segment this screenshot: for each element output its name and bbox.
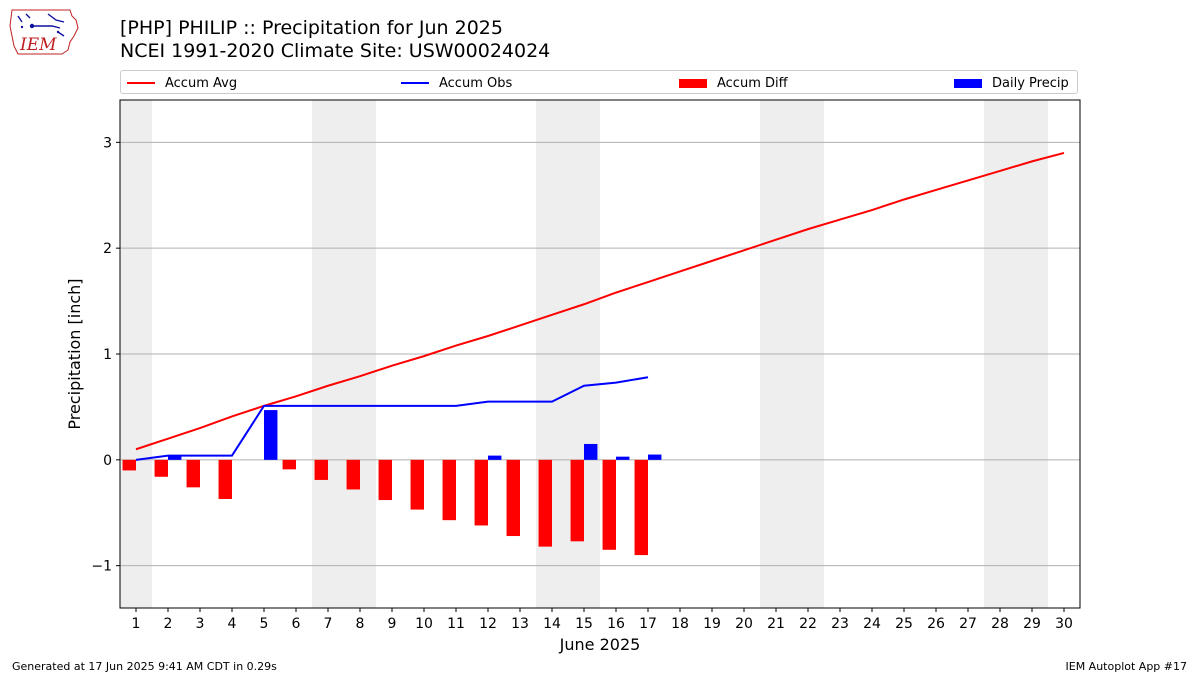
daily-precip-bar xyxy=(616,456,630,460)
x-tick-label: 23 xyxy=(831,616,849,632)
x-tick-label: 7 xyxy=(324,616,333,632)
legend-label-accum-avg: Accum Avg xyxy=(165,75,238,91)
accum-diff-bar xyxy=(538,459,552,547)
accum-diff-bar xyxy=(570,459,584,542)
chart-legend: Accum Avg Accum Obs Accum Diff Daily Pre… xyxy=(120,70,1078,94)
accum-diff-bar xyxy=(442,459,456,521)
legend-swatch-accum-obs xyxy=(401,82,429,84)
accum-diff-bar xyxy=(410,459,424,510)
y-tick-label: −1 xyxy=(91,559,112,575)
legend-item-daily-precip: Daily Precip xyxy=(954,74,1069,92)
daily-precip-bar xyxy=(648,454,662,460)
y-tick-label: 2 xyxy=(103,241,112,257)
x-tick-label: 2 xyxy=(164,616,173,632)
accum-diff-bar xyxy=(634,459,648,556)
daily-precip-bar xyxy=(488,455,502,460)
accum-diff-bar xyxy=(378,459,392,501)
legend-item-accum-obs: Accum Obs xyxy=(401,74,512,92)
x-tick-label: 22 xyxy=(799,616,817,632)
x-tick-label: 27 xyxy=(959,616,977,632)
accum-diff-bar xyxy=(346,459,360,490)
svg-text:IEM: IEM xyxy=(19,35,57,55)
bar-marks xyxy=(122,410,662,556)
accum-diff-bar xyxy=(122,459,136,471)
x-tick-label: 26 xyxy=(927,616,945,632)
accum-diff-bar xyxy=(282,459,296,470)
legend-item-accum-avg: Accum Avg xyxy=(127,74,237,92)
x-tick-label: 9 xyxy=(388,616,397,632)
grid-lines xyxy=(120,141,1080,567)
iowa-map-icon: IEM xyxy=(9,9,79,55)
daily-precip-bar xyxy=(264,410,278,460)
accum-obs-line xyxy=(135,376,649,461)
x-tick-label: 24 xyxy=(863,616,881,632)
accum-diff-bar xyxy=(154,459,168,477)
x-tick-label: 29 xyxy=(1023,616,1041,632)
x-tick-label: 15 xyxy=(575,616,593,632)
legend-swatch-accum-avg xyxy=(127,82,155,84)
accum-diff-bar xyxy=(602,459,616,550)
x-tick-label: 10 xyxy=(415,616,433,632)
legend-item-accum-diff: Accum Diff xyxy=(679,74,788,92)
accum-diff-bar xyxy=(314,459,328,480)
accum-diff-bar xyxy=(218,459,232,499)
x-tick-label: 30 xyxy=(1055,616,1073,632)
x-tick-label: 20 xyxy=(735,616,753,632)
y-tick-label: 1 xyxy=(103,347,112,363)
x-tick-label: 1 xyxy=(132,616,141,632)
x-tick-label: 19 xyxy=(703,616,721,632)
footer-generated-text: Generated at 17 Jun 2025 9:41 AM CDT in … xyxy=(12,660,277,673)
x-tick-label: 25 xyxy=(895,616,913,632)
x-tick-label: 17 xyxy=(639,616,657,632)
legend-swatch-accum-diff xyxy=(679,78,707,88)
accum-diff-bar xyxy=(186,459,200,488)
x-tick-label: 16 xyxy=(607,616,625,632)
legend-swatch-daily-precip xyxy=(954,78,982,88)
x-tick-label: 18 xyxy=(671,616,689,632)
y-axis-ticks: −1 0 1 2 3 xyxy=(91,135,120,575)
accum-diff-bar xyxy=(474,459,488,526)
iem-logo: IEM xyxy=(8,6,82,62)
x-tick-label: 11 xyxy=(447,616,465,632)
daily-precip-bar xyxy=(168,455,182,460)
legend-label-accum-diff: Accum Diff xyxy=(717,75,788,91)
x-axis-ticks: 1 2 3 4 5 6 7 8 9 10 11 12 13 14 15 16 17 18 19 20 21 22 23 24 2… xyxy=(132,608,1073,632)
x-tick-label: 14 xyxy=(543,616,561,632)
y-axis-label: Precipitation [inch] xyxy=(65,278,84,429)
x-tick-label: 13 xyxy=(511,616,529,632)
chart-subtitle: NCEI 1991-2020 Climate Site: USW00024024 xyxy=(120,40,551,62)
legend-label-accum-obs: Accum Obs xyxy=(439,75,513,91)
x-tick-label: 6 xyxy=(292,616,301,632)
footer-app-text: IEM Autoplot App #17 xyxy=(1065,660,1188,673)
line-marks xyxy=(135,151,1065,461)
legend-label-daily-precip: Daily Precip xyxy=(992,75,1069,91)
x-axis-label: June 2025 xyxy=(559,635,641,654)
y-tick-label: 0 xyxy=(103,453,112,469)
x-tick-label: 12 xyxy=(479,616,497,632)
x-tick-label: 5 xyxy=(260,616,269,632)
x-tick-label: 3 xyxy=(196,616,205,632)
x-tick-label: 4 xyxy=(228,616,237,632)
accum-diff-bar xyxy=(506,459,520,537)
accum-avg-line xyxy=(135,151,1065,451)
y-tick-label: 3 xyxy=(103,135,112,151)
x-tick-label: 28 xyxy=(991,616,1009,632)
x-tick-label: 8 xyxy=(356,616,365,632)
daily-precip-bar xyxy=(584,443,598,460)
chart-title: [PHP] PHILIP :: Precipitation for Jun 20… xyxy=(120,17,503,39)
x-tick-label: 21 xyxy=(767,616,785,632)
